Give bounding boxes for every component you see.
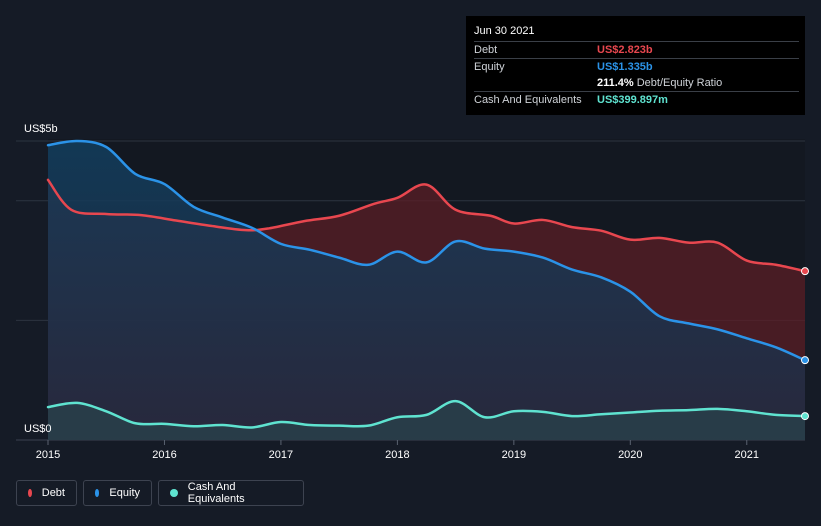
tooltip-row-ratio: 211.4% Debt/Equity Ratio: [474, 75, 799, 91]
area-cash-and-equivalents: [48, 401, 805, 440]
legend-label-debt: Debt: [41, 487, 65, 499]
tooltip-equity-value: US$1.335b: [597, 61, 653, 73]
tooltip-ratio-label: [474, 75, 597, 91]
legend-label-equity: Equity: [109, 487, 140, 499]
tooltip-panel: Jun 30 2021 Debt US$2.823b Equity US$1.3…: [466, 16, 805, 115]
y-axis-label-bottom: US$0: [24, 423, 52, 435]
tooltip-ratio-caption: Debt/Equity Ratio: [636, 77, 723, 89]
line-debt: [46, 178, 807, 273]
line-cash-and-equivalents: [46, 399, 807, 429]
tooltip-equity-label: Equity: [474, 61, 505, 73]
x-tick-label-2015: 2015: [36, 449, 60, 461]
line-equity: [46, 139, 807, 362]
legend-item-debt[interactable]: Debt: [16, 480, 77, 506]
endpoint-equity: [801, 356, 809, 365]
tooltip-cash-label: Cash And Equivalents: [474, 94, 582, 106]
area-equity: [48, 140, 805, 440]
y-axis-label-top: US$5b: [24, 123, 58, 135]
legend-dot-icon: [28, 489, 32, 497]
tooltip-row-cash: Cash And Equivalents US$399.897m: [474, 91, 799, 108]
legend-dot-icon: [170, 489, 178, 497]
tooltip-date: Jun 30 2021: [474, 25, 535, 37]
series-lines: [46, 139, 807, 429]
series-endpoints: [801, 267, 809, 421]
x-tick-label-2016: 2016: [152, 449, 176, 461]
legend-label-cash: Cash And Equivalents: [187, 481, 245, 505]
endpoint-debt: [801, 267, 809, 276]
tooltip-row-debt: Debt US$2.823b: [474, 41, 799, 58]
tooltip-cash-value: US$399.897m: [597, 94, 668, 106]
tooltip-debt-value: US$2.823b: [597, 44, 653, 56]
series-areas: [48, 140, 805, 440]
legend-item-cash[interactable]: Cash And Equivalents: [158, 480, 304, 506]
x-tick-label-2020: 2020: [618, 449, 642, 461]
legend-dot-icon: [95, 489, 100, 497]
tooltip-ratio-value: 211.4%: [597, 77, 634, 89]
tooltip-debt-label: Debt: [474, 44, 498, 56]
endpoint-cash-and-equivalents: [801, 412, 809, 421]
x-tick-label-2021: 2021: [735, 449, 759, 461]
x-axis-ticks: 2015 2016 2017 2018 2019 2020 2021: [36, 440, 759, 461]
x-tick-label-2017: 2017: [269, 449, 293, 461]
legend-item-equity[interactable]: Equity: [83, 480, 152, 506]
x-tick-label-2018: 2018: [385, 449, 409, 461]
tooltip-row-equity: Equity US$1.335b: [474, 58, 799, 75]
x-tick-label-2019: 2019: [502, 449, 526, 461]
